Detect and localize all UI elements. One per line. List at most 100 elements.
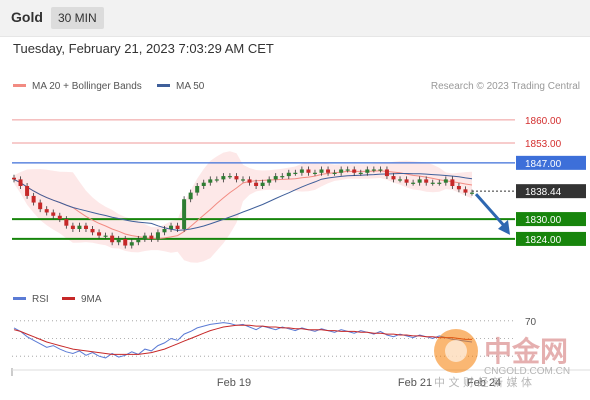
candle [25, 186, 30, 196]
candle [110, 235, 115, 243]
candle [358, 172, 363, 174]
price-label-box [516, 212, 586, 227]
legend-ma50-swatch [157, 83, 170, 87]
candle [51, 212, 56, 216]
credit-text: Research © 2023 Trading Central [430, 81, 580, 92]
candle [90, 229, 95, 233]
legend-rsi-ma-label: 9MA [81, 294, 102, 305]
price-label: 1853.00 [525, 139, 562, 150]
candle [169, 225, 174, 229]
watermark: 中金网 CNGOLD.COM.CN 中 文 财 经 新 媒 体 [432, 325, 582, 391]
candle [398, 179, 403, 181]
candle [12, 177, 16, 180]
candle [384, 169, 389, 177]
price-label: 1830.00 [525, 215, 562, 226]
legend-rsi-ma-swatch [62, 296, 75, 300]
timestamp: Tuesday, February 21, 2023 7:03:29 AM CE… [13, 41, 274, 56]
symbol-title: Gold [11, 9, 43, 25]
candle [188, 192, 193, 200]
candle [443, 179, 448, 183]
candle [378, 169, 383, 171]
candle [214, 179, 219, 181]
candle [18, 179, 23, 186]
legend-rsi-label: RSI [32, 294, 49, 305]
candle [64, 219, 69, 226]
x-tick-label: Feb 19 [217, 377, 251, 389]
candle [182, 199, 187, 229]
candle [162, 229, 167, 233]
price-label: 1847.00 [525, 159, 562, 170]
candle [319, 169, 324, 173]
candle [306, 169, 311, 173]
legend-ma50: MA 50 [157, 81, 204, 92]
candle [273, 176, 278, 180]
candle [142, 235, 147, 239]
candle [227, 176, 232, 178]
candle [260, 182, 265, 186]
candle [411, 182, 416, 184]
candle [83, 225, 88, 229]
legend-rsi: RSI [13, 294, 49, 305]
candle [280, 176, 285, 178]
candle [247, 179, 252, 183]
candle [44, 209, 49, 213]
candle [70, 225, 75, 229]
ma20-line [13, 170, 473, 240]
candle [77, 225, 82, 229]
candle [339, 169, 344, 173]
candle [103, 235, 108, 237]
candle [391, 176, 396, 180]
price-label-box [516, 184, 586, 199]
projection-arrow [474, 193, 508, 229]
candle [424, 179, 429, 183]
legend-ma50-label: MA 50 [176, 81, 205, 92]
price-label: 1860.00 [525, 116, 562, 127]
candle [129, 242, 134, 246]
projection-arrowhead [498, 219, 510, 235]
candle [326, 169, 331, 173]
candle [437, 182, 442, 184]
candle [286, 172, 291, 177]
watermark-url: CNGOLD.COM.CN [484, 366, 570, 377]
candle [430, 182, 435, 184]
bollinger-band [14, 151, 472, 263]
candle [345, 169, 350, 171]
rsi-level-label: 70 [525, 317, 537, 328]
candle [371, 169, 376, 171]
timeframe-button[interactable]: 30 MIN [51, 7, 104, 29]
candle [417, 179, 422, 183]
rsi-ma-line [13, 324, 472, 355]
candle [365, 169, 370, 173]
candle [404, 179, 409, 183]
ma50-line [13, 173, 473, 231]
candle [31, 195, 36, 203]
price-label: 1838.44 [525, 187, 562, 198]
candle [312, 172, 317, 174]
candle [149, 235, 154, 239]
candle [456, 186, 461, 190]
candle [470, 192, 474, 194]
legend-rsi-ma: 9MA [62, 294, 102, 305]
price-label-box [516, 231, 586, 246]
candle [57, 215, 62, 220]
candle [208, 179, 213, 183]
candle [450, 179, 455, 186]
candle [175, 225, 180, 229]
candle [254, 182, 259, 186]
legend-ma20-label: MA 20 + Bollinger Bands [32, 81, 142, 92]
watermark-slogan: 中 文 财 经 新 媒 体 [434, 375, 532, 389]
top-bar: Gold 30 MIN [0, 0, 590, 37]
rsi-line [13, 322, 473, 359]
legend-rsi-swatch [13, 296, 26, 300]
watermark-cn: 中金网 [484, 335, 568, 368]
candle [463, 189, 468, 193]
candle [332, 172, 337, 174]
candle [352, 169, 357, 173]
x-tick-label: Feb 21 [398, 377, 432, 389]
candle [293, 172, 298, 174]
candle [299, 169, 304, 173]
candle [97, 232, 102, 236]
candle [38, 202, 43, 210]
price-label: 1824.00 [525, 235, 562, 246]
